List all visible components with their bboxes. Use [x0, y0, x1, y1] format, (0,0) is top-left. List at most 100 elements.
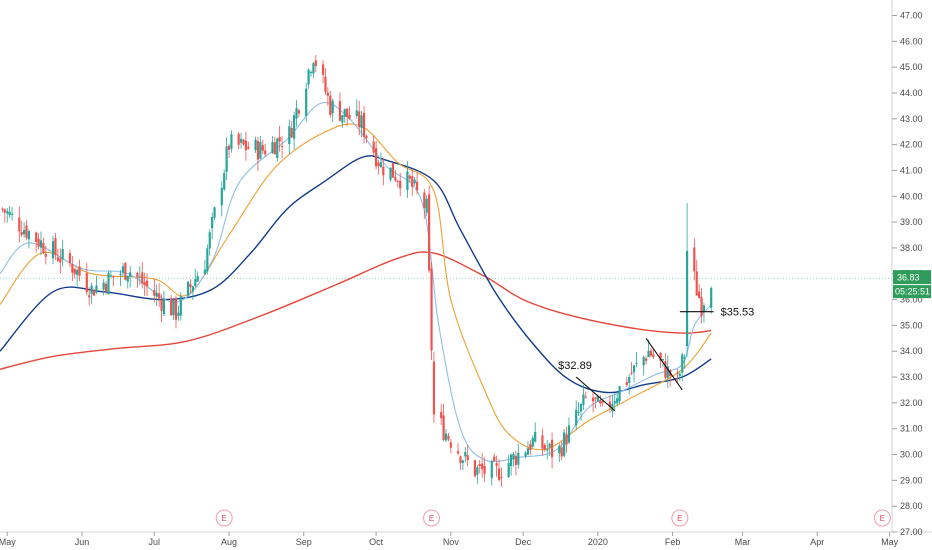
candle-down — [529, 444, 532, 451]
y-tick-label: 38.00 — [900, 243, 923, 253]
candle-down — [365, 135, 368, 138]
x-tick-label: Nov — [443, 537, 460, 547]
x-tick-label: Sep — [296, 537, 312, 547]
candle-up — [526, 448, 530, 455]
candle-down — [440, 412, 443, 419]
y-tick-label: 33.00 — [900, 372, 923, 382]
candle-down — [374, 148, 378, 167]
candle-up — [577, 411, 580, 413]
candle-down — [500, 476, 503, 478]
candle-down — [676, 373, 679, 375]
y-tick-label: 41.00 — [900, 165, 923, 175]
candle-down — [459, 456, 462, 464]
candle-up — [186, 281, 190, 296]
y-tick-label: 34.00 — [900, 346, 923, 356]
earnings-label: E — [677, 514, 682, 523]
candle-up — [355, 110, 358, 116]
candle-down — [112, 276, 115, 278]
candle-up — [524, 452, 527, 457]
candle-up — [683, 357, 686, 359]
candle-down — [700, 297, 703, 317]
candle-up — [213, 207, 216, 218]
y-tick-label: 45.00 — [900, 62, 923, 72]
candle-down — [394, 176, 397, 181]
candle-down — [493, 456, 496, 462]
candle-up — [223, 173, 226, 190]
candle-up — [288, 126, 291, 144]
candle-up — [10, 213, 14, 215]
candle-up — [271, 142, 274, 153]
candle-up — [259, 142, 262, 159]
candle-up — [613, 401, 616, 404]
trendline-2 — [645, 337, 683, 391]
candle-up — [307, 69, 310, 85]
y-tick-label: 29.00 — [900, 475, 923, 485]
earnings-icon — [873, 509, 891, 527]
candle-down — [415, 181, 419, 191]
x-tick-label: 2020 — [588, 537, 608, 547]
candle-down — [143, 281, 146, 286]
y-tick-label: 28.00 — [900, 501, 923, 511]
earnings-label: E — [222, 514, 227, 523]
candle-down — [73, 268, 76, 275]
candle-up — [239, 138, 243, 143]
candle-down — [1, 208, 4, 210]
candle-down — [432, 361, 436, 415]
candle-down — [481, 463, 484, 470]
candle-up — [126, 275, 129, 282]
candle-down — [599, 400, 602, 404]
candle-up — [162, 298, 166, 314]
y-tick-label: 46.00 — [900, 36, 923, 46]
candle-down — [382, 166, 385, 176]
candle-down — [447, 435, 450, 440]
candle-up — [635, 362, 638, 364]
candle-up — [194, 279, 197, 286]
candle-up — [628, 377, 631, 383]
candle-up — [413, 179, 416, 184]
time-axis[interactable]: May Jun Jul Aug Sep Oct Nov Dec 2020 Feb Mar Apr May — [0, 532, 899, 547]
candle-up — [702, 305, 706, 313]
candle-up — [6, 211, 9, 214]
candle-down — [78, 266, 81, 276]
candle-up — [295, 108, 298, 119]
candle-down — [644, 358, 648, 361]
candle-up — [211, 216, 214, 229]
price-axis[interactable]: 27.00 28.00 29.00 30.00 31.00 32.00 33.00 34.00… — [892, 10, 923, 537]
candle-up — [461, 460, 464, 463]
candle-up — [61, 248, 64, 260]
annotations: $35.53 $32.89 — [558, 307, 754, 412]
candle-down — [594, 397, 597, 399]
candle-down — [630, 372, 633, 374]
candle-down — [35, 232, 38, 243]
candle-down — [247, 146, 250, 149]
candle-down — [278, 137, 281, 142]
candle-up — [129, 272, 132, 277]
candle-up — [579, 404, 583, 412]
candle-down — [466, 455, 469, 461]
candle-up — [632, 365, 636, 373]
candle-up — [389, 167, 392, 180]
candle-up — [8, 211, 11, 216]
candle-up — [558, 445, 561, 454]
candle-down — [136, 273, 139, 278]
y-tick-label: 36.00 — [900, 295, 923, 305]
candle-down — [601, 401, 604, 403]
candle-down — [18, 217, 21, 232]
y-tick-label: 27.00 — [900, 527, 923, 537]
candle-up — [341, 115, 344, 123]
candle-up — [616, 398, 619, 404]
earnings-icon — [423, 509, 441, 527]
candle-down — [71, 263, 74, 273]
candle-down — [456, 451, 460, 454]
candle-down — [3, 209, 6, 213]
candle-up — [208, 232, 211, 249]
earnings-label: E — [880, 514, 885, 523]
candle-down — [428, 194, 431, 271]
candle-up — [23, 229, 26, 235]
candle-up — [546, 449, 549, 451]
candle-up — [309, 71, 313, 73]
candle-down — [442, 415, 445, 440]
candle-down — [329, 95, 332, 116]
candle-up — [582, 394, 585, 405]
